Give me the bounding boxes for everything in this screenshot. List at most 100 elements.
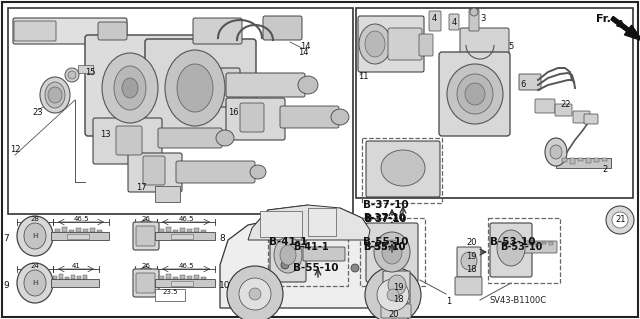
FancyBboxPatch shape — [460, 28, 509, 62]
FancyBboxPatch shape — [469, 9, 479, 31]
Bar — [155, 279, 215, 287]
Bar — [201, 277, 206, 279]
Bar — [83, 229, 88, 232]
Ellipse shape — [447, 64, 503, 124]
FancyBboxPatch shape — [218, 68, 240, 107]
FancyBboxPatch shape — [133, 222, 159, 250]
FancyBboxPatch shape — [573, 111, 590, 123]
FancyBboxPatch shape — [366, 141, 440, 197]
Bar — [155, 289, 185, 301]
Text: B-55-10: B-55-10 — [293, 263, 339, 273]
Text: B-55-10: B-55-10 — [363, 242, 405, 252]
Ellipse shape — [606, 206, 634, 234]
Text: B-37-10: B-37-10 — [363, 200, 408, 210]
Text: 4: 4 — [432, 14, 437, 23]
Bar — [268, 218, 348, 286]
Bar — [166, 227, 171, 232]
Text: 14: 14 — [298, 48, 308, 57]
Bar — [69, 230, 74, 232]
Text: 19: 19 — [466, 252, 477, 261]
Ellipse shape — [17, 216, 53, 256]
FancyBboxPatch shape — [263, 16, 302, 40]
Bar — [578, 158, 583, 161]
Text: B-41-1: B-41-1 — [293, 242, 328, 252]
Ellipse shape — [17, 263, 53, 303]
FancyBboxPatch shape — [439, 52, 510, 136]
Ellipse shape — [48, 87, 62, 103]
Bar — [51, 279, 99, 287]
FancyBboxPatch shape — [133, 269, 159, 297]
FancyBboxPatch shape — [519, 74, 541, 90]
Bar — [260, 211, 302, 237]
Text: 24: 24 — [31, 263, 40, 269]
FancyBboxPatch shape — [128, 153, 182, 192]
Ellipse shape — [227, 266, 283, 319]
FancyBboxPatch shape — [490, 223, 532, 277]
Ellipse shape — [250, 165, 266, 179]
Bar — [362, 138, 442, 203]
FancyBboxPatch shape — [171, 281, 193, 286]
FancyBboxPatch shape — [14, 21, 56, 41]
Ellipse shape — [331, 109, 349, 125]
Bar — [159, 276, 164, 279]
FancyBboxPatch shape — [158, 128, 222, 148]
Text: 11: 11 — [358, 72, 369, 81]
Text: 22: 22 — [560, 100, 570, 109]
Polygon shape — [220, 218, 418, 308]
FancyBboxPatch shape — [93, 118, 162, 164]
Bar — [542, 242, 546, 244]
Ellipse shape — [365, 267, 421, 319]
Ellipse shape — [382, 240, 402, 264]
FancyBboxPatch shape — [584, 114, 598, 124]
Ellipse shape — [545, 138, 567, 166]
Polygon shape — [248, 205, 370, 240]
Ellipse shape — [377, 279, 409, 311]
Text: 23.5: 23.5 — [163, 289, 178, 295]
Bar — [187, 276, 192, 279]
FancyBboxPatch shape — [78, 65, 93, 73]
Bar — [360, 218, 425, 286]
Text: 13: 13 — [100, 130, 111, 139]
Ellipse shape — [497, 230, 525, 266]
Bar — [602, 158, 607, 161]
FancyBboxPatch shape — [388, 28, 422, 60]
FancyArrow shape — [611, 16, 640, 41]
Text: 10: 10 — [219, 281, 230, 290]
Ellipse shape — [465, 83, 485, 105]
Bar — [166, 274, 171, 279]
Ellipse shape — [114, 66, 146, 110]
FancyBboxPatch shape — [535, 99, 555, 113]
FancyBboxPatch shape — [226, 73, 305, 97]
FancyBboxPatch shape — [381, 304, 411, 318]
Bar — [194, 228, 199, 232]
Ellipse shape — [387, 289, 399, 301]
Text: 28: 28 — [31, 216, 40, 222]
Bar — [59, 274, 63, 279]
Text: B-41-1: B-41-1 — [269, 237, 307, 247]
Bar — [83, 275, 87, 279]
Text: 26: 26 — [141, 216, 150, 222]
Bar — [586, 158, 591, 163]
Ellipse shape — [165, 50, 225, 126]
Text: H: H — [32, 280, 38, 286]
Bar — [594, 158, 599, 162]
FancyBboxPatch shape — [145, 39, 256, 133]
Bar — [97, 230, 102, 232]
Ellipse shape — [461, 252, 477, 270]
FancyBboxPatch shape — [457, 247, 481, 277]
Ellipse shape — [280, 245, 296, 265]
Ellipse shape — [374, 232, 410, 272]
FancyBboxPatch shape — [270, 220, 306, 282]
Bar — [77, 276, 81, 279]
Bar — [51, 232, 109, 240]
Text: 21: 21 — [615, 215, 625, 224]
Ellipse shape — [612, 212, 628, 228]
Ellipse shape — [351, 264, 359, 272]
Text: 6: 6 — [520, 80, 525, 89]
Ellipse shape — [239, 278, 271, 310]
Ellipse shape — [281, 261, 289, 269]
Text: 20: 20 — [466, 238, 477, 247]
Text: 23: 23 — [32, 108, 43, 117]
Bar — [8, 8, 353, 214]
FancyBboxPatch shape — [155, 186, 180, 202]
